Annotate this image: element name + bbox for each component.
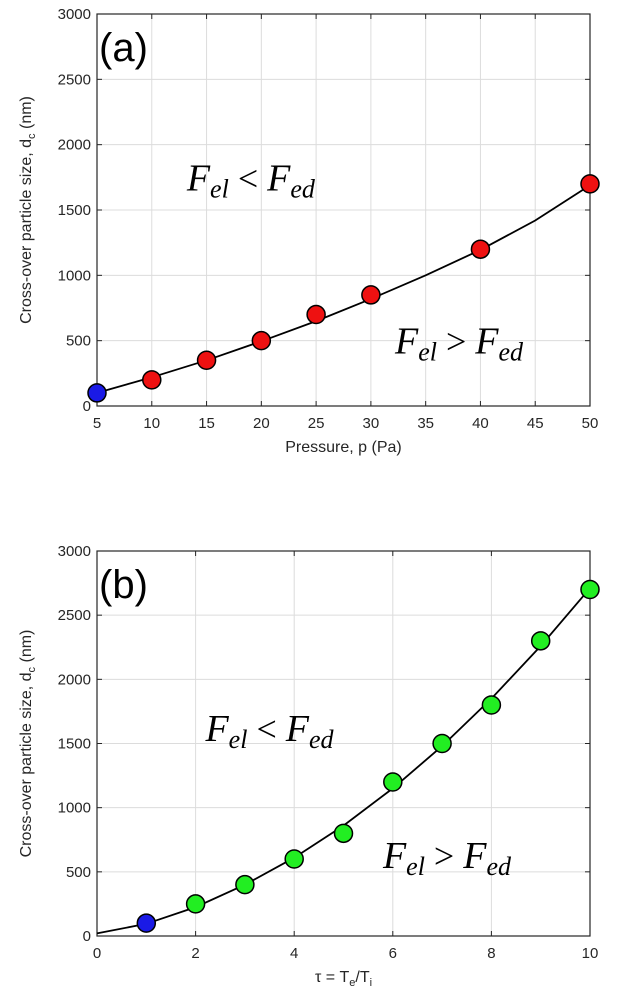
a-x-axis-label: Pressure, p (Pa) (285, 439, 401, 456)
b-panel-label: (b) (99, 563, 148, 607)
b-fit-curve (96, 587, 591, 935)
a-x-tick-label: 30 (363, 415, 380, 432)
a-anno-rhs-sub: ed (290, 174, 316, 203)
a-y-tick-label: 2500 (58, 71, 91, 88)
a-anno-rhs: F (266, 157, 291, 199)
b-anno-op: < (247, 709, 285, 749)
a-y-tick-label: 1500 (58, 202, 91, 219)
b-y-tick-label: 3000 (58, 543, 91, 560)
b-anno-rhs: F (285, 708, 310, 750)
b-anno-lhs-sub: el (229, 725, 248, 754)
a-anno-lhs: F (186, 157, 211, 199)
b-y-tick-label: 2500 (58, 607, 91, 624)
a-x-tick-label: 20 (253, 415, 270, 432)
b-anno-rhs: F (462, 835, 487, 877)
b-data-point-green (530, 631, 551, 651)
a-x-tick-label: 35 (417, 415, 434, 432)
b-x-tick-label: 4 (290, 945, 298, 962)
a-y-axis-label-main: Cross-over particle size, d (18, 139, 35, 324)
a-x-tick-label: 45 (527, 415, 544, 432)
a-y-axis-label: Cross-over particle size, dc (nm) (18, 96, 38, 324)
b-data-point-green (333, 823, 354, 844)
a-data-point-red (196, 350, 217, 371)
b-x-axis-label-sub2: i (370, 977, 372, 989)
b-anno-lhs-sub: el (406, 852, 425, 881)
a-y-tick-label: 0 (83, 398, 91, 415)
b-x-axis-label-sub1: e (349, 977, 355, 989)
b-y-tick-label: 2000 (58, 671, 91, 688)
b-region-annotation-less: Fel < Fed (204, 708, 334, 754)
b-data-point-green (284, 849, 304, 869)
a-x-tick-label: 40 (472, 415, 489, 432)
b-y-axis-label: Cross-over particle size, dc (nm) (18, 630, 38, 858)
b-y-axis-label-sub: c (26, 666, 38, 672)
b-data-point-green (235, 874, 255, 895)
b-data-point-green (185, 894, 206, 914)
a-y-tick-label: 2000 (58, 137, 91, 154)
b-anno-lhs: F (382, 835, 407, 877)
b-anno-op: > (425, 836, 463, 876)
a-y-tick-label: 500 (66, 333, 91, 350)
b-anno-rhs-sub: ed (309, 725, 335, 754)
b-data-point-green (580, 579, 600, 600)
b-x-tick-label: 2 (191, 945, 199, 962)
a-anno-lhs: F (394, 321, 419, 363)
a-region-annotation-less: Fel < Fed (186, 157, 316, 203)
a-x-tick-label: 25 (308, 415, 325, 432)
a-x-tick-label: 10 (143, 415, 160, 432)
a-panel-label: (a) (99, 26, 148, 70)
a-y-axis-label-unit: (nm) (18, 96, 35, 133)
b-y-tick-label: 1000 (58, 800, 91, 817)
panel-b-chart: 0 2 4 6 8 10 0 500 1000 1500 2000 2500 3000 τ = Te/Ti… (18, 543, 600, 989)
b-x-axis-label-mid: /T (355, 969, 369, 986)
b-x-tick-label: 8 (487, 945, 495, 962)
a-data-point-red (470, 239, 491, 259)
a-data-point-red (361, 285, 381, 305)
a-anno-lhs-sub: el (418, 338, 437, 367)
b-y-axis-label-main: Cross-over particle size, d (18, 672, 35, 857)
b-data-point-green (383, 772, 403, 792)
a-data-point-red (306, 304, 326, 325)
panel-a-chart: 5 10 15 20 25 30 35 40 45 50050010001500200025003… (18, 6, 600, 456)
b-data-point-green (481, 695, 502, 715)
a-x-tick-label: 50 (582, 415, 599, 432)
b-x-axis-label: τ = Te/Ti (315, 969, 372, 989)
a-x-tick-label: 15 (198, 415, 215, 432)
b-y-tick-label: 0 (83, 928, 91, 945)
a-data-point-red (251, 330, 272, 351)
b-x-tick-label: 0 (93, 945, 101, 962)
a-fit-curve (96, 184, 591, 394)
a-anno-lhs-sub: el (210, 174, 229, 203)
b-region-annotation-greater: Fel > Fed (382, 835, 512, 881)
b-data-point-green (432, 733, 452, 754)
a-x-tick-label: 5 (93, 415, 101, 432)
a-data-point-red (580, 174, 600, 194)
a-anno-rhs: F (474, 321, 499, 363)
b-x-tick-label: 6 (389, 945, 397, 962)
a-y-axis-label-sub: c (26, 133, 38, 139)
a-anno-op: > (437, 322, 475, 362)
a-y-tick-label: 3000 (58, 6, 91, 23)
b-x-axis-label-main: τ = T (315, 969, 350, 986)
b-data-point-blue (136, 913, 157, 933)
a-data-point-blue (87, 383, 107, 403)
a-anno-op: < (229, 158, 267, 198)
b-y-tick-label: 1500 (58, 736, 91, 753)
b-anno-rhs-sub: ed (486, 852, 512, 881)
a-y-tick-label: 1000 (58, 267, 91, 284)
b-y-tick-label: 500 (66, 864, 91, 881)
b-anno-lhs: F (204, 708, 229, 750)
b-x-tick-label: 10 (582, 945, 599, 962)
b-y-axis-label-unit: (nm) (18, 630, 35, 667)
a-data-point-red (142, 370, 162, 390)
a-anno-rhs-sub: ed (499, 338, 525, 367)
a-region-annotation-greater: Fel > Fed (394, 321, 524, 367)
